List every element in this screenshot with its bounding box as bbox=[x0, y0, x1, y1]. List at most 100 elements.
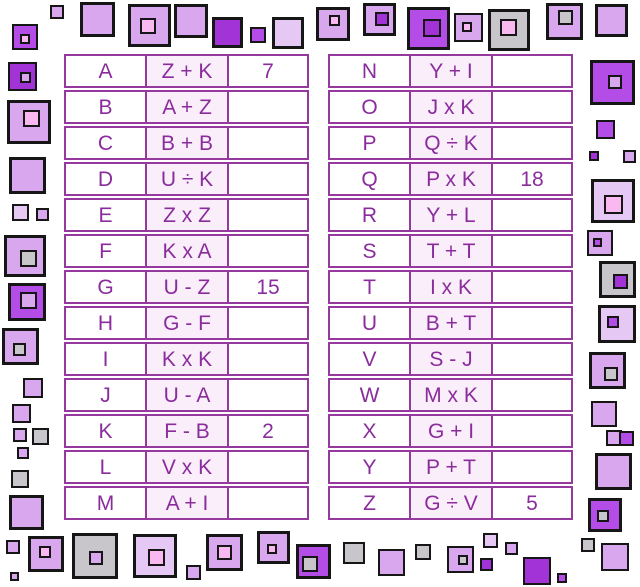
answer-cell bbox=[493, 272, 571, 302]
answer-cell: 15 bbox=[256, 275, 280, 299]
deco-square bbox=[23, 378, 43, 398]
letter-cell: K bbox=[66, 416, 147, 446]
expression-cell: U ÷ K bbox=[147, 164, 229, 194]
answer-cell bbox=[493, 236, 571, 266]
deco-square bbox=[619, 431, 634, 446]
deco-square bbox=[186, 565, 201, 580]
deco-square bbox=[4, 235, 46, 277]
letter-cell: L bbox=[66, 452, 147, 482]
deco-square bbox=[50, 5, 64, 19]
deco-inner-square bbox=[13, 343, 26, 356]
deco-square bbox=[8, 62, 37, 91]
deco-square bbox=[447, 546, 474, 573]
answer-cell: 18 bbox=[520, 167, 544, 191]
deco-square bbox=[546, 3, 583, 40]
letter-cell: U bbox=[330, 308, 411, 338]
deco-inner-square bbox=[148, 549, 165, 566]
expression-cell: G + I bbox=[411, 416, 493, 446]
deco-square bbox=[12, 204, 29, 221]
answer-cell bbox=[229, 308, 307, 338]
deco-square bbox=[296, 544, 331, 579]
deco-inner-square bbox=[613, 274, 628, 289]
deco-square bbox=[523, 557, 551, 585]
letter-cell: V bbox=[330, 344, 411, 374]
answer-cell: 7 bbox=[262, 59, 274, 83]
expression-cell: V x K bbox=[147, 452, 229, 482]
deco-square bbox=[596, 120, 615, 139]
deco-inner-square bbox=[604, 367, 618, 381]
deco-square bbox=[589, 352, 626, 389]
deco-square bbox=[250, 27, 266, 43]
deco-inner-square bbox=[20, 250, 37, 267]
letter-cell: A bbox=[66, 56, 147, 86]
deco-inner-square bbox=[597, 510, 609, 522]
deco-square bbox=[6, 540, 20, 554]
answer-cell bbox=[229, 488, 307, 518]
letter-cell: Z bbox=[330, 488, 411, 518]
deco-square bbox=[2, 328, 39, 365]
expression-cell: Y + I bbox=[411, 56, 493, 86]
expression-cell: B + B bbox=[147, 128, 229, 158]
letter-cell: F bbox=[66, 236, 147, 266]
answer-cell bbox=[229, 200, 307, 230]
letter-cell: B bbox=[66, 92, 147, 122]
deco-square bbox=[589, 151, 599, 161]
deco-square bbox=[28, 536, 64, 572]
expression-cell: A + I bbox=[147, 488, 229, 518]
deco-square bbox=[407, 7, 450, 50]
deco-square bbox=[80, 2, 115, 37]
letter-cell: C bbox=[66, 128, 147, 158]
deco-square bbox=[17, 447, 29, 459]
deco-inner-square bbox=[217, 545, 232, 560]
answer-cell bbox=[493, 200, 571, 230]
letter-cell: O bbox=[330, 92, 411, 122]
expression-cell: Z + K bbox=[147, 56, 229, 86]
answer-cell bbox=[493, 92, 571, 122]
deco-inner-square bbox=[20, 292, 37, 309]
deco-square bbox=[581, 538, 595, 552]
deco-square bbox=[12, 404, 31, 423]
letter-cell: I bbox=[66, 344, 147, 374]
deco-inner-square bbox=[608, 75, 622, 89]
deco-square bbox=[9, 495, 44, 530]
letter-cell: J bbox=[66, 380, 147, 410]
expression-cell: T + T bbox=[411, 236, 493, 266]
letter-cell: G bbox=[66, 272, 147, 302]
deco-square bbox=[415, 544, 431, 560]
deco-square bbox=[9, 157, 46, 194]
letter-cell: H bbox=[66, 308, 147, 338]
expression-cell: P + T bbox=[411, 452, 493, 482]
deco-square bbox=[454, 13, 483, 42]
answer-cell bbox=[493, 56, 571, 86]
letter-cell: S bbox=[330, 236, 411, 266]
expression-cell: I x K bbox=[411, 272, 493, 302]
expression-cell: S - J bbox=[411, 344, 493, 374]
answer-cell bbox=[229, 236, 307, 266]
letter-cell: W bbox=[330, 380, 411, 410]
deco-inner-square bbox=[23, 110, 40, 127]
deco-square bbox=[623, 150, 636, 163]
letter-cell: M bbox=[66, 488, 147, 518]
